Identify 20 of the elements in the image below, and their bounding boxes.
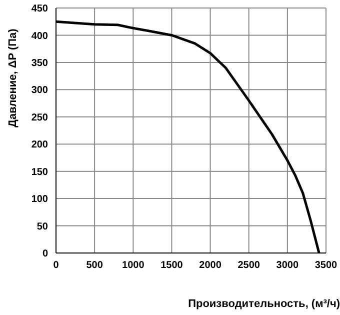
y-tick-label: 400 [31, 30, 48, 42]
x-tick-label: 2000 [199, 260, 222, 272]
x-tick-label: 0 [53, 260, 60, 272]
y-tick-label: 100 [31, 194, 48, 206]
y-tick-label: 150 [31, 166, 48, 178]
y-tick-label: 250 [31, 112, 48, 124]
x-axis-title: Производительность, (м³/ч) [188, 298, 340, 310]
x-tick-label: 3500 [314, 260, 338, 272]
y-axis-title: Давление, ΔP (Па) [6, 28, 19, 128]
x-tick-label: 1000 [122, 260, 145, 272]
y-tick-label: 200 [31, 140, 48, 151]
x-tick-label: 500 [86, 260, 104, 272]
y-tick-label: 50 [36, 221, 48, 232]
y-tick-label: 350 [31, 58, 48, 69]
y-tick-label: 300 [31, 85, 48, 96]
y-tick-label: 450 [31, 4, 48, 15]
y-tick-label: 0 [42, 248, 48, 260]
x-tick-label: 2500 [238, 260, 260, 272]
x-tick-label: 1500 [160, 260, 184, 272]
x-tick-label: 3000 [276, 260, 299, 272]
